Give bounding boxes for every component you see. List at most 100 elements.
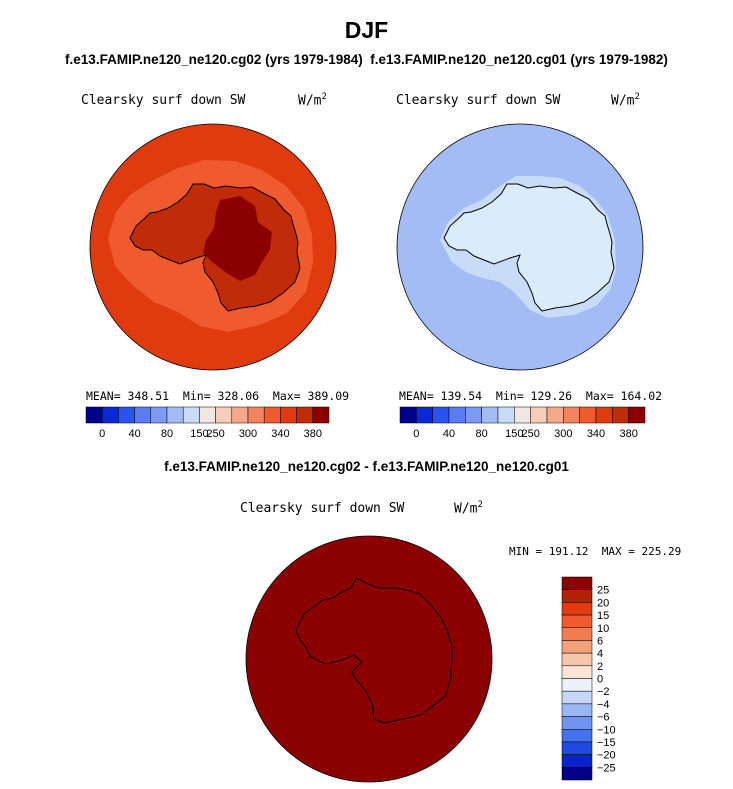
difference-colorbar-tick-label: −25	[597, 762, 616, 774]
panel1-colorbar-swatch	[247, 406, 265, 424]
panel2-colorbar-swatch	[595, 406, 613, 424]
panel3-variable: Clearsky surf down SW	[240, 501, 405, 516]
difference-colorbar-swatch	[561, 627, 593, 641]
panel2-colorbar-swatch	[530, 406, 548, 424]
panel1-colorbar-tick-label: 300	[239, 428, 257, 440]
panel2-colorbar-tick-label: 340	[587, 428, 605, 440]
panel2-map	[396, 123, 644, 371]
panel3-stats: MIN = 191.12 MAX = 225.29	[509, 545, 682, 558]
panel1-map	[89, 123, 337, 371]
panel1-units: W/m2	[298, 92, 327, 108]
panel2-colorbar-swatch	[612, 406, 629, 424]
panel1-colorbar-swatch	[150, 406, 168, 424]
difference-colorbar-swatch	[561, 716, 593, 730]
panel2-colorbar-swatch	[628, 406, 646, 424]
panel2-colorbar-swatch	[465, 406, 482, 424]
panel1-colorbar-tick-label: 80	[161, 428, 173, 440]
figure-header: f.e13.FAMIP.ne120_ne120.cg02 (yrs 1979-1…	[65, 52, 668, 67]
difference-colorbar-tick-label: −10	[597, 724, 616, 736]
panel1-colorbar-swatch	[134, 406, 152, 424]
difference-colorbar-swatch	[561, 703, 593, 717]
panel1-colorbar-tick-label: 250	[206, 428, 224, 440]
panel2-units-exp: 2	[634, 92, 640, 102]
panel1-interior-max	[203, 196, 272, 281]
panel1-colorbar-swatch	[118, 406, 135, 424]
difference-colorbar-swatch	[561, 576, 593, 590]
panel2-stats: MEAN= 139.54 Min= 129.26 Max= 164.02	[399, 389, 663, 403]
difference-colorbar-swatch	[561, 741, 593, 755]
difference-colorbar-swatch	[561, 690, 593, 705]
panel2-variable: Clearsky surf down SW	[396, 93, 561, 108]
panel1-colorbar-tick-label: 150	[190, 428, 208, 440]
difference-colorbar-tick-label: 0	[597, 674, 603, 686]
panel1-colorbar-swatch	[101, 406, 119, 424]
panel1-colorbar-swatch	[182, 406, 200, 424]
panel2-colorbar-tick-label: 0	[413, 428, 419, 440]
difference-colorbar-tick-label: −15	[597, 737, 616, 749]
difference-colorbar-swatch	[561, 602, 593, 616]
panel2-colorbar-swatch	[579, 406, 597, 424]
panel2-colorbar-swatch	[416, 406, 433, 424]
difference-colorbar-swatch	[561, 665, 593, 679]
difference-colorbar-tick-label: 10	[597, 623, 609, 635]
difference-colorbar-swatch	[561, 614, 593, 628]
panel2-colorbar-swatch	[432, 406, 450, 424]
panel3-units-base: W/m	[454, 501, 478, 517]
panel1-colorbar-swatch	[296, 406, 314, 424]
panel1-units-exp: 2	[321, 92, 327, 102]
difference-colorbar-tick-label: 25	[597, 585, 609, 597]
panel2-colorbar-tick-label: 250	[521, 428, 539, 440]
panel1-colorbar-tick-label: 0	[99, 428, 105, 440]
panel2-colorbar-swatch	[481, 406, 499, 424]
difference-colorbar-swatch	[561, 729, 593, 743]
panel1-units-base: W/m	[298, 93, 322, 109]
difference-colorbar-tick-label: −4	[597, 699, 610, 711]
difference-colorbar-tick-label: 20	[597, 597, 609, 609]
panel1-colorbar-tick-label: 40	[128, 428, 140, 440]
difference-title: f.e13.FAMIP.ne120_ne120.cg02 - f.e13.FAM…	[164, 459, 569, 474]
panel2-units-base: W/m	[611, 93, 635, 109]
panel3-map	[245, 535, 493, 783]
panel1-colorbar-tick-label: 380	[304, 428, 322, 440]
panel1-variable: Clearsky surf down SW	[81, 93, 246, 108]
difference-colorbar-swatch	[561, 640, 593, 654]
difference-colorbar-swatch	[561, 767, 593, 781]
panel1-colorbar-swatch	[215, 406, 233, 424]
panel2-colorbar-swatch	[448, 406, 466, 424]
difference-colorbar-swatch	[561, 589, 593, 603]
panel1-colorbar-swatch	[85, 406, 103, 424]
difference-colorbar-swatch	[561, 754, 593, 768]
panel1-colorbar-swatch	[280, 406, 297, 424]
panel3-units: W/m2	[454, 500, 483, 516]
panel2-colorbar-swatch	[514, 406, 531, 424]
panel2-units: W/m2	[611, 92, 640, 108]
panel2-colorbar-tick-label: 300	[554, 428, 572, 440]
panel1-colorbar-swatch	[231, 406, 249, 424]
panel3-disk	[245, 535, 493, 783]
difference-colorbar-tick-label: 2	[597, 661, 603, 673]
difference-colorbar-tick-label: −20	[597, 750, 616, 762]
difference-colorbar-tick-label: 15	[597, 610, 609, 622]
difference-colorbar-swatch	[561, 678, 593, 692]
panel2-colorbar-tick-label: 40	[443, 428, 455, 440]
panel1-colorbar-tick-label: 340	[271, 428, 289, 440]
difference-colorbar-tick-label: 4	[597, 648, 603, 660]
panel2-colorbar-tick-label: 380	[619, 428, 637, 440]
panel1-colorbar-swatch	[312, 406, 330, 424]
panel1-colorbar-swatch	[199, 406, 216, 424]
difference-colorbar-swatch	[561, 652, 593, 667]
difference-colorbar-tick-label: −2	[597, 686, 610, 698]
difference-colorbar-tick-label: 6	[597, 635, 603, 647]
panel1-colorbar-swatch	[166, 406, 184, 424]
panel1-stats: MEAN= 348.51 Min= 328.06 Max= 389.09	[86, 389, 350, 403]
panel2-colorbar-tick-label: 80	[476, 428, 488, 440]
difference-colorbar-tick-label: −6	[597, 712, 610, 724]
panel2-colorbar-swatch	[497, 406, 515, 424]
panel1-colorbar-swatch	[263, 406, 281, 424]
panel2-colorbar-swatch	[563, 406, 580, 424]
panel2-colorbar-tick-label: 150	[505, 428, 523, 440]
panel3-units-exp: 2	[477, 500, 483, 510]
